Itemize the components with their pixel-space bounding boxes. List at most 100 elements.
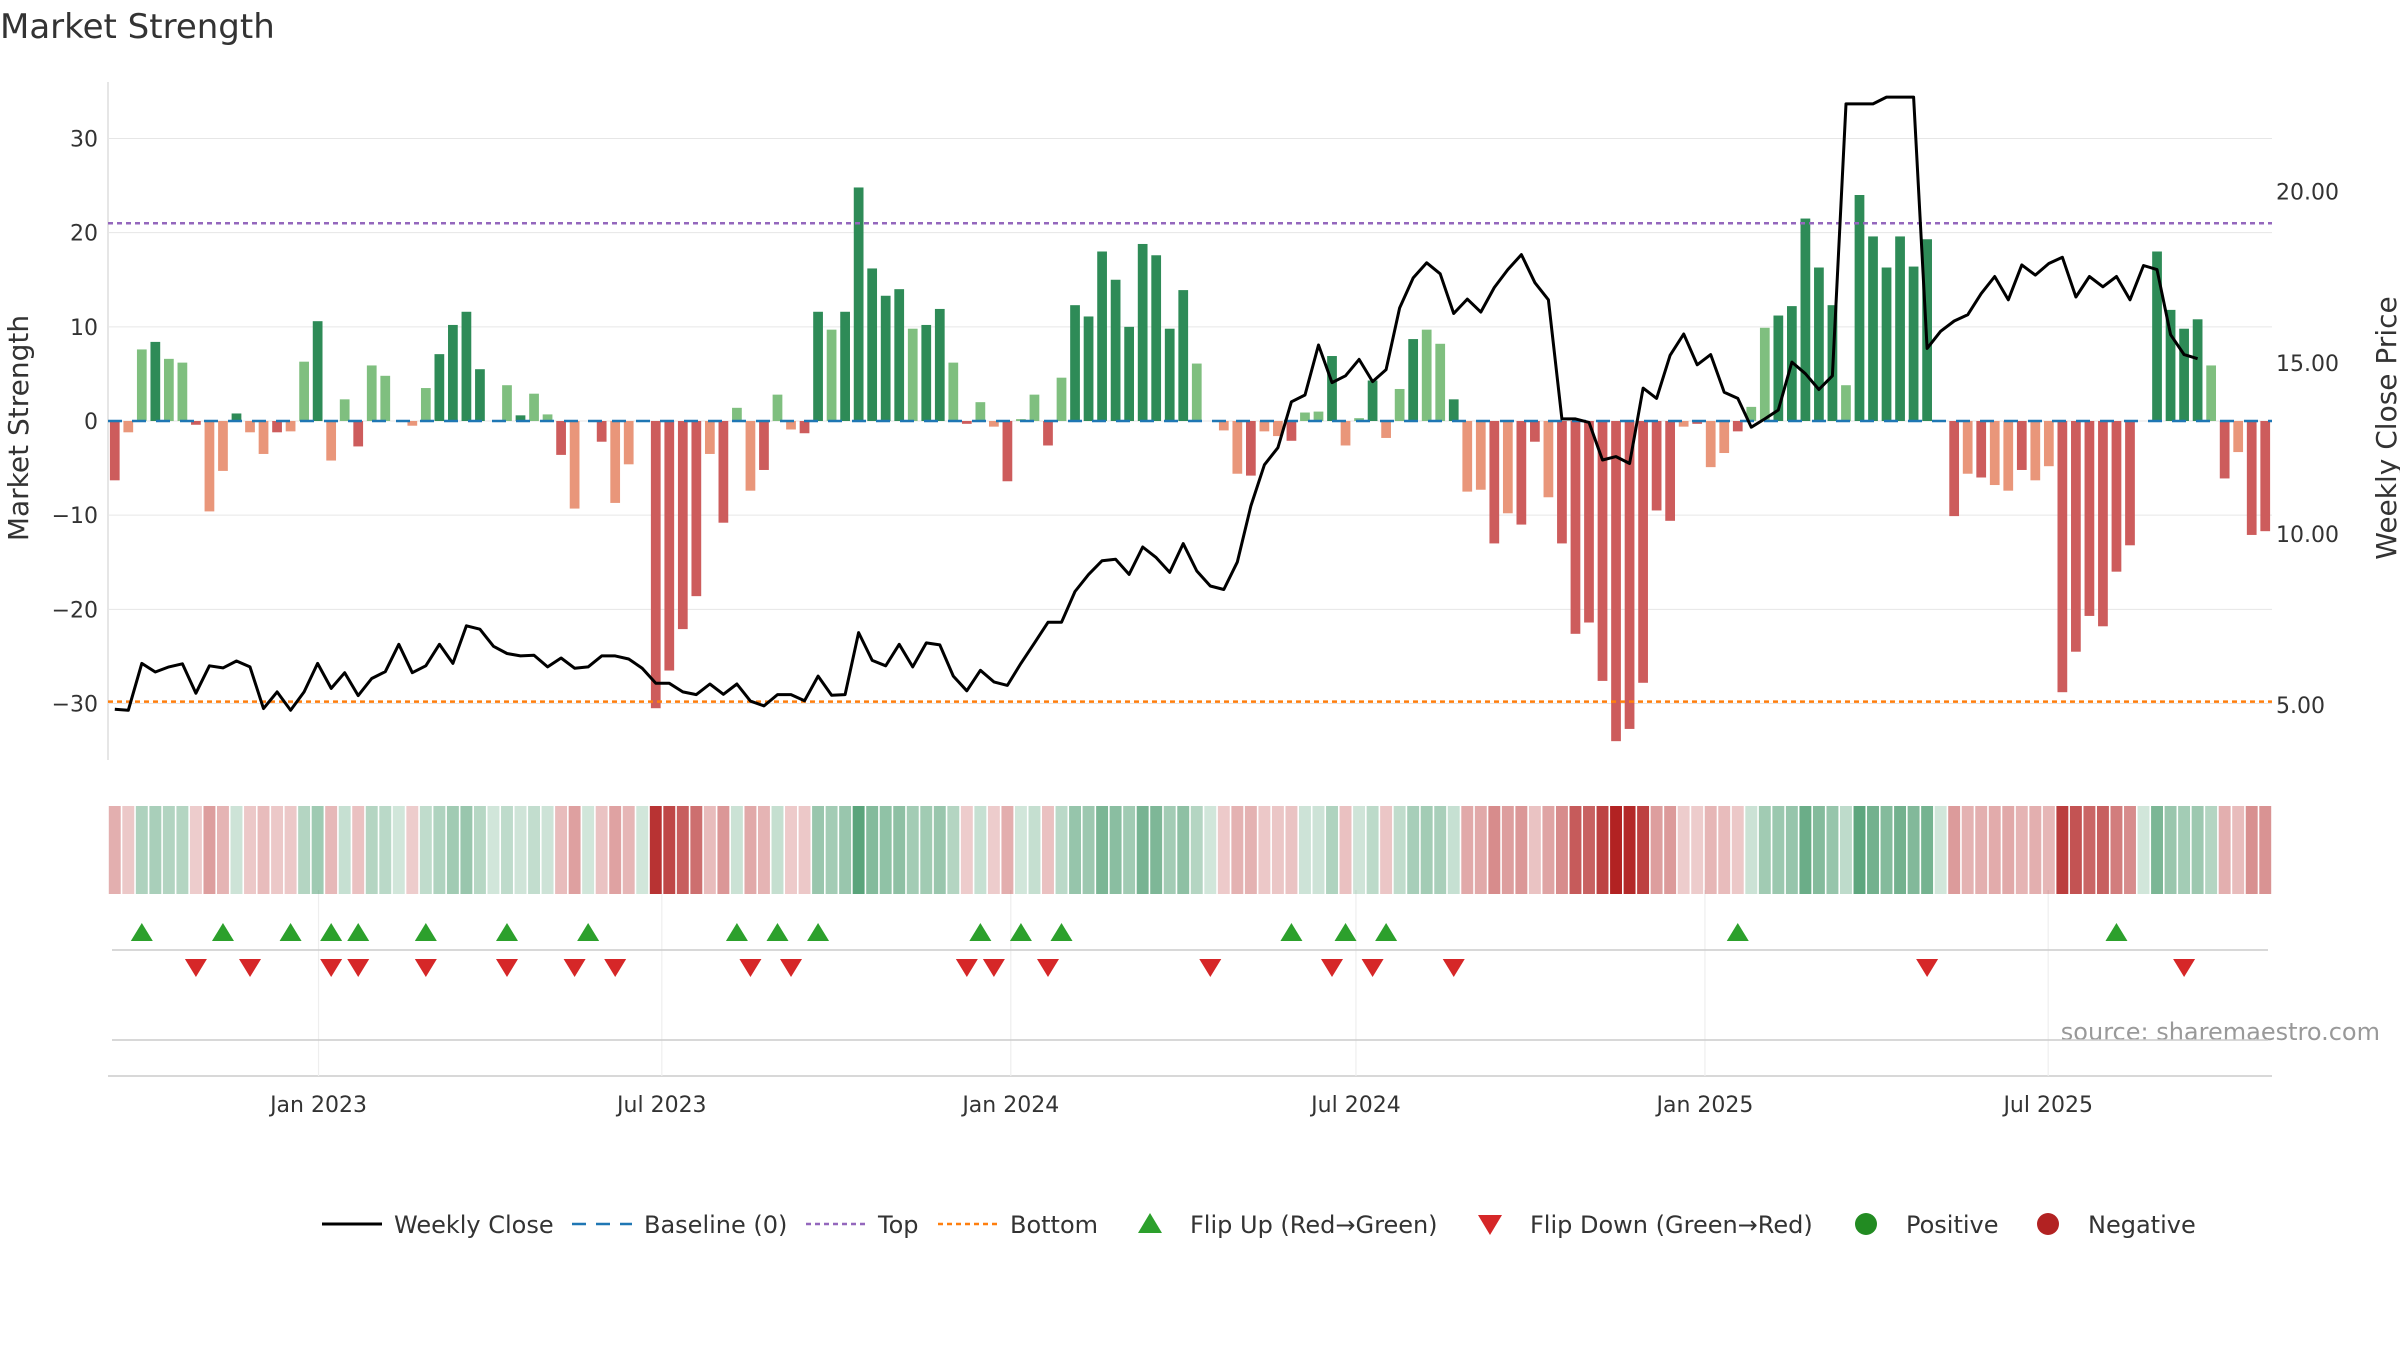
heat-cell — [1718, 806, 1731, 894]
heat-cell — [2110, 806, 2123, 894]
heat-cell — [2191, 806, 2204, 894]
strength-bar — [1273, 421, 1283, 437]
strength-bar — [1989, 421, 2000, 486]
heat-cell — [176, 806, 189, 894]
heat-cell — [1664, 806, 1677, 894]
heat-cell — [1840, 806, 1852, 894]
flip-up-marker — [414, 923, 437, 941]
heat-cell — [2205, 806, 2218, 894]
strength-bar — [515, 415, 526, 421]
heat-cell — [298, 806, 311, 894]
heat-cell — [744, 806, 757, 894]
heat-cell — [2083, 806, 2096, 894]
strength-bar — [1705, 421, 1716, 468]
strength-bar — [380, 375, 391, 421]
strength-bar — [1895, 236, 1905, 421]
heat-cell — [189, 806, 202, 894]
strength-bar — [1516, 421, 1527, 525]
heat-cell — [1001, 806, 1014, 894]
heat-cell — [1975, 806, 1988, 894]
strength-bar — [1245, 421, 1256, 476]
legend: Weekly Close Baseline (0) Top Bottom Flip Up… — [322, 1211, 2196, 1239]
strength-bar — [1502, 421, 1513, 514]
strength-bar — [840, 311, 850, 421]
flip-up-marker — [1280, 923, 1303, 941]
y2-tick-label: 15.00 — [2276, 352, 2339, 377]
heat-cell — [1136, 806, 1149, 894]
threshold-lines — [108, 222, 2272, 703]
tick-labels: −30 −20 −10 0 10 20 30 5.00 10.00 15.00 20.00 Jan 2… — [52, 128, 2339, 1119]
heat-cell — [609, 806, 622, 894]
strength-bar — [1949, 421, 1960, 517]
heat-cell — [866, 806, 879, 894]
strength-bar — [1408, 339, 1419, 421]
strength-bar — [542, 414, 553, 421]
strength-bar — [231, 413, 242, 421]
flip-up-marker — [577, 923, 600, 941]
heat-cell — [1082, 806, 1095, 894]
heat-cell — [1474, 806, 1487, 894]
heat-cell — [1853, 806, 1866, 894]
heat-cell — [2015, 806, 2028, 894]
strength-bar — [2260, 421, 2271, 532]
strength-bar — [191, 421, 201, 425]
heat-cell — [1217, 806, 1230, 894]
heat-cell — [1339, 806, 1352, 894]
y-tick-label: 10 — [70, 316, 98, 341]
heat-cell — [2137, 806, 2150, 894]
heat-cell — [1069, 806, 1081, 894]
flip-down-marker — [1442, 959, 1465, 977]
heat-cell — [2259, 806, 2272, 894]
strength-bar — [1868, 236, 1878, 421]
flip-down-marker — [1321, 959, 1344, 977]
heat-cell — [1610, 806, 1622, 894]
flip-up-marker — [279, 923, 302, 941]
heat-cell — [2164, 806, 2177, 894]
y-tick-label: −30 — [52, 693, 98, 718]
heat-cell — [419, 806, 432, 894]
legend-item: Flip Up (Red→Green) — [1138, 1211, 1438, 1239]
weekly-close-line — [114, 95, 2199, 712]
strength-bar — [569, 421, 580, 509]
heat-cell — [1204, 806, 1217, 894]
legend-label: Top — [877, 1211, 919, 1239]
heat-cell — [379, 806, 392, 894]
heat-cell — [1271, 806, 1284, 894]
heat-cell — [149, 806, 162, 894]
heat-cell — [1691, 806, 1704, 894]
legend-swatch-flip-up — [1138, 1213, 1162, 1233]
y2-tick-label: 20.00 — [2276, 181, 2339, 206]
strength-bar — [2084, 421, 2095, 616]
strength-bar — [420, 388, 431, 421]
heat-cell — [1488, 806, 1501, 894]
y-tick-label: −10 — [52, 504, 98, 529]
heat-cell — [392, 806, 405, 894]
flip-down-marker — [780, 959, 803, 977]
strength-bar — [1678, 421, 1689, 427]
strength-bar — [109, 421, 120, 481]
heat-cell — [514, 806, 527, 894]
strength-bar — [1462, 421, 1473, 492]
heat-cell — [2124, 806, 2136, 894]
flip-down-marker — [563, 959, 586, 977]
strength-bar — [1354, 418, 1364, 421]
heat-cell — [1380, 806, 1393, 894]
legend-label: Positive — [1906, 1211, 1999, 1239]
strength-bar — [1056, 377, 1067, 421]
heat-cell — [1785, 806, 1798, 894]
heat-cell — [920, 806, 933, 894]
strength-bar — [1597, 421, 1608, 681]
flip-down-marker — [2173, 959, 2196, 977]
heat-cell — [365, 806, 378, 894]
strength-bar — [1557, 421, 1567, 544]
source-credit: source: sharemaestro.com — [2061, 1018, 2380, 1046]
flip-down-marker — [495, 959, 518, 977]
y2-tick-label: 10.00 — [2276, 523, 2339, 548]
heat-cell — [108, 806, 121, 894]
heat-cell — [1758, 806, 1771, 894]
heat-cell — [1285, 806, 1298, 894]
strength-bar — [1543, 421, 1554, 498]
heat-cell — [122, 806, 135, 894]
x-tick-label: Jan 2024 — [960, 1093, 1059, 1118]
strength-bar — [123, 421, 134, 433]
